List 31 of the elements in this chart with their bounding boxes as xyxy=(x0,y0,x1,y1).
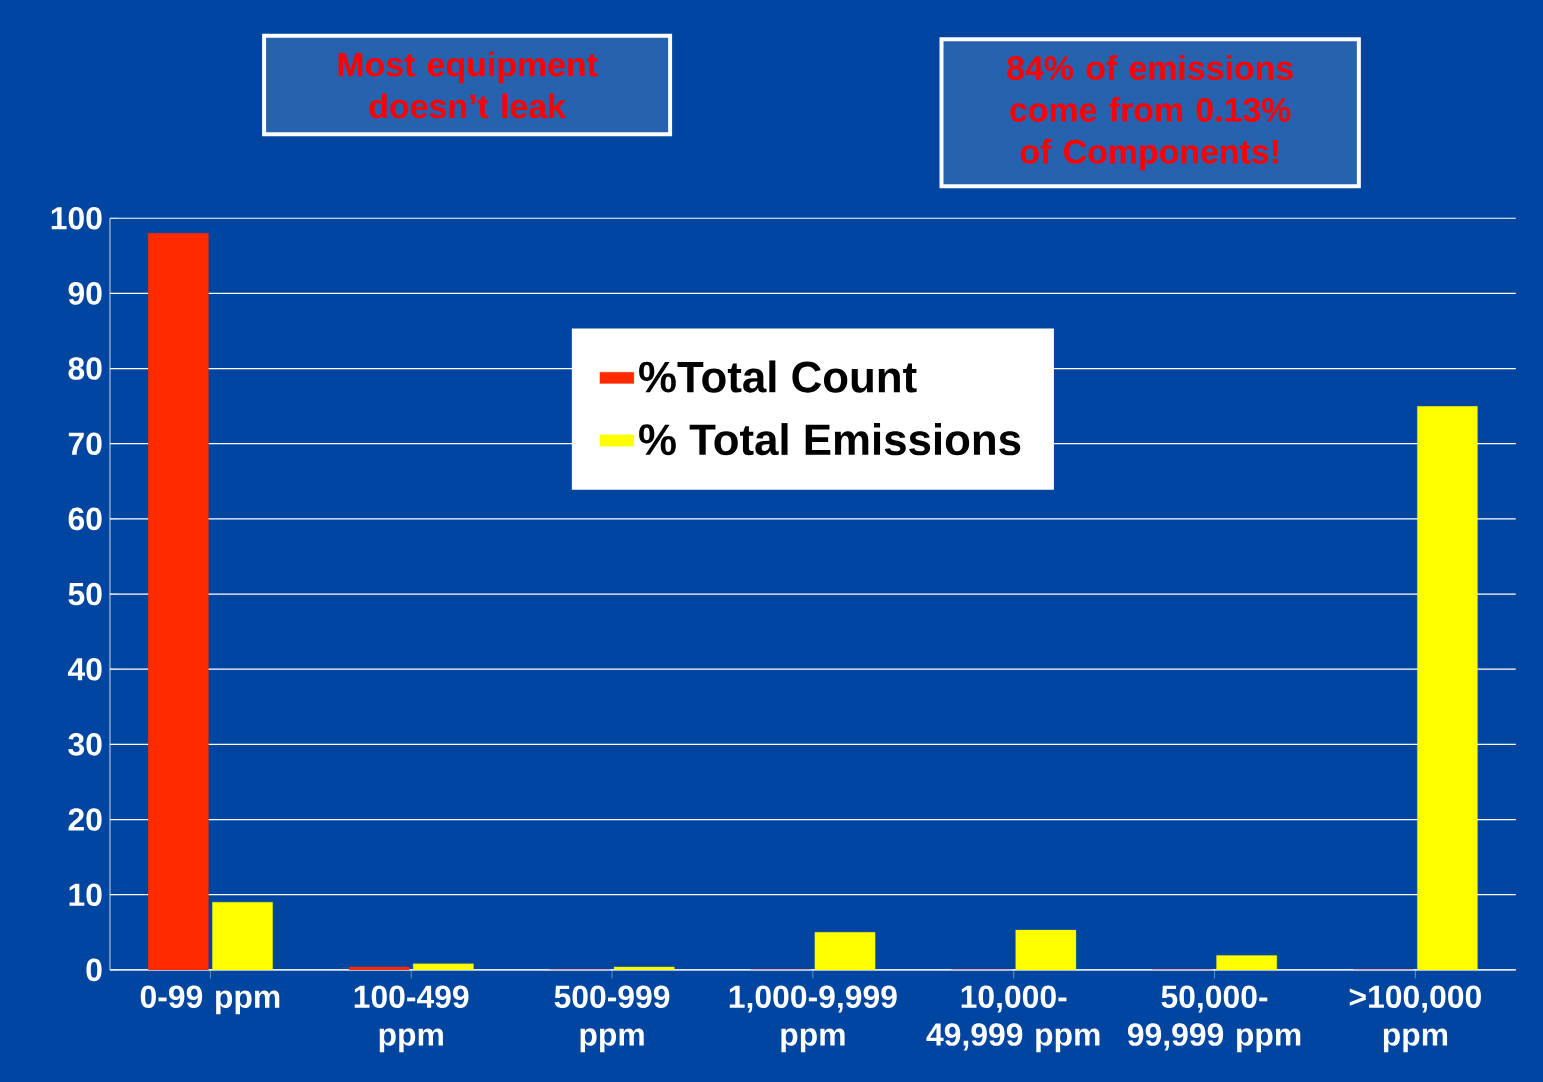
x-tick-label: 10,000-49,999 ppm xyxy=(926,985,1100,1053)
x-tick-label: >100,000 ppm xyxy=(1349,985,1481,1053)
y-tick-label: 100 xyxy=(51,206,102,230)
legend-label: %Total Count xyxy=(639,360,917,393)
x-tick-label: 0-99 ppm xyxy=(140,985,280,1015)
bar xyxy=(148,233,209,970)
bar xyxy=(1015,929,1077,970)
x-tick-label: 500-999 ppm xyxy=(554,985,670,1053)
y-tick-label: 80 xyxy=(68,357,102,380)
x-tick-label: 1,000-9,999 ppm xyxy=(729,985,897,1053)
bar xyxy=(1417,405,1478,970)
y-tick-label: 60 xyxy=(68,507,102,531)
text: 84% of emissions come from 0.13% of Components! xyxy=(1007,55,1293,171)
bar xyxy=(613,966,675,970)
y-tick-label: 20 xyxy=(68,808,102,831)
bar xyxy=(413,963,474,970)
x-tick-label: 50,000-99,999 ppm xyxy=(1127,985,1301,1053)
y-tick-label: 10 xyxy=(69,883,102,906)
bar xyxy=(1216,955,1277,970)
y-tick-label: 40 xyxy=(67,657,102,681)
bar xyxy=(212,902,273,970)
text: Most equipment doesn’t leak xyxy=(338,51,598,119)
y-tick-label: 70 xyxy=(68,432,102,455)
x-tick-label: 100-499 ppm xyxy=(354,985,469,1053)
legend-label: % Total Emissions xyxy=(639,423,1021,456)
y-tick-label: 0 xyxy=(86,958,102,982)
y-tick-label: 50 xyxy=(68,582,102,606)
bar xyxy=(814,932,876,970)
y-tick-label: 30 xyxy=(68,733,102,756)
y-tick-label: 90 xyxy=(68,282,102,305)
bar xyxy=(348,966,410,970)
